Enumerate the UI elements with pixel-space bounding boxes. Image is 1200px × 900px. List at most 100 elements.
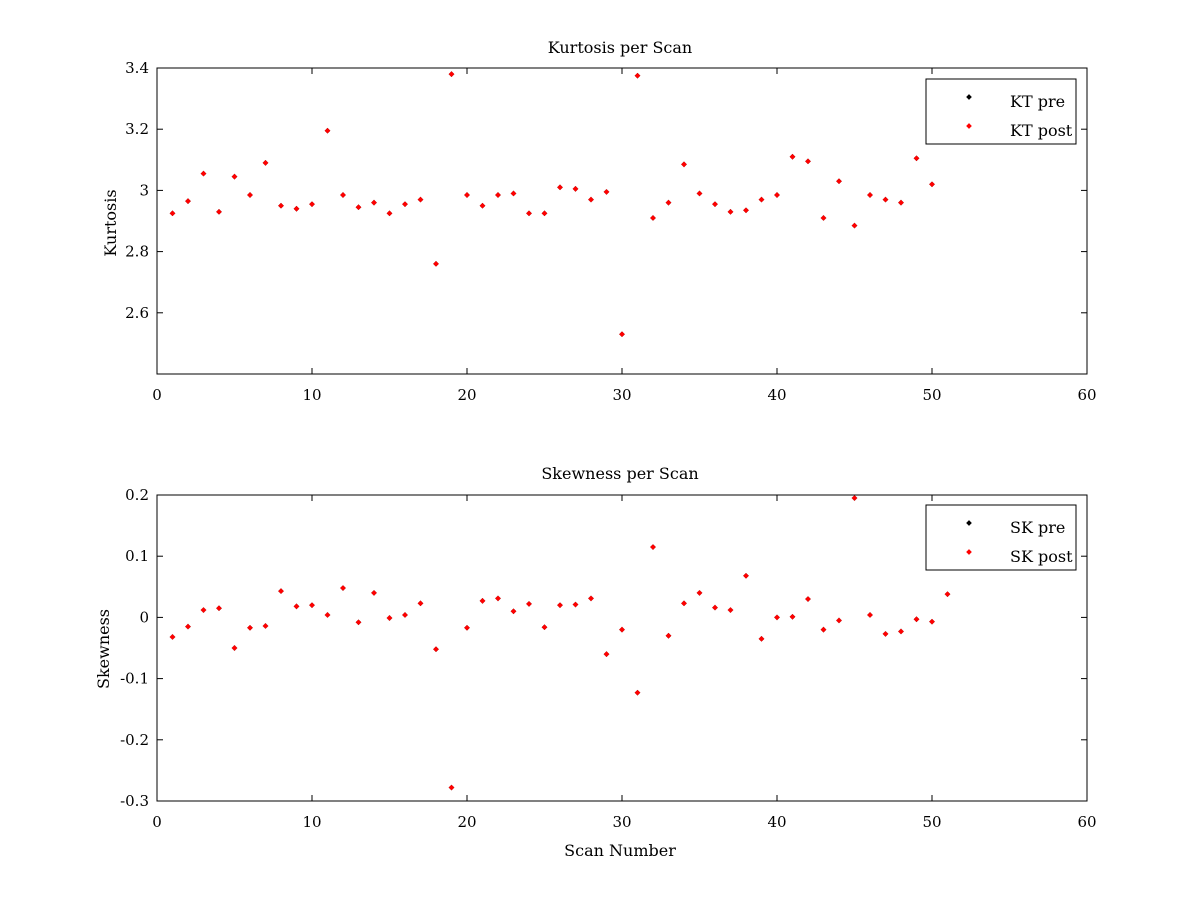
skewness-ticks: 0 10 20 30 40 50 60 -0.3 -0.2 -0.1 0 0.1 0.2 (120, 486, 1096, 831)
skewness-point-post (882, 631, 889, 637)
skewness-point-post (696, 590, 703, 596)
kurtosis-point-post (216, 208, 222, 215)
skewness-legend-label-pre: SK pre (1010, 518, 1065, 537)
kurtosis-legend: KT pre KT post (925, 78, 1077, 145)
skewness-point-post (495, 595, 501, 602)
skewness-point-post (603, 651, 610, 657)
skewness-point-post (572, 601, 579, 608)
skewness-point-post (805, 596, 811, 602)
skewness-point-post (526, 601, 532, 607)
kurtosis-point-post (417, 196, 424, 203)
kurtosis-point-post (340, 192, 346, 198)
skewness-points (169, 495, 951, 791)
skewness-point-post (200, 607, 207, 613)
skewness-point-post (278, 588, 284, 594)
kurtosis-point-post (479, 202, 486, 209)
skewness-point-post (619, 626, 625, 633)
skewness-point-post (665, 632, 672, 639)
kurtosis-point-post (758, 196, 765, 203)
skewness-point-post (541, 624, 548, 631)
skewness-point-post (371, 590, 377, 596)
skewness-point-post (386, 615, 393, 621)
kurtosis-point-post (185, 198, 191, 204)
skewness-legend-label-post: SK post (1010, 547, 1073, 566)
kurtosis-point-post (836, 178, 842, 185)
kurtosis-point-post (371, 199, 377, 206)
skewness-x-tick-label: 30 (612, 813, 631, 831)
kurtosis-point-post (681, 161, 687, 168)
kurtosis-point-post (247, 192, 253, 198)
kurtosis-plot-title: Kurtosis per Scan (548, 38, 692, 57)
skewness-point-post (727, 607, 734, 613)
kurtosis-point-post (696, 190, 703, 197)
skewness-point-post (944, 591, 951, 597)
skewness-point-post (743, 572, 749, 579)
kurtosis-point-post (820, 215, 827, 221)
skewness-y-tick-label: -0.3 (120, 792, 149, 810)
kurtosis-x-tick-label: 50 (922, 386, 941, 404)
skewness-plot-title: Skewness per Scan (541, 464, 698, 483)
skewness-point-post (479, 598, 486, 604)
kurtosis-point-post (495, 192, 501, 198)
kurtosis-point-post (789, 153, 796, 160)
kurtosis-point-post (712, 201, 718, 207)
kurtosis-point-post (464, 192, 470, 198)
skewness-point-post (929, 618, 935, 625)
kurtosis-points (169, 71, 935, 338)
skewness-point-post (433, 646, 439, 653)
kurtosis-x-tick-label: 40 (767, 386, 786, 404)
skewness-point-post (898, 628, 904, 635)
skewness-point-post (867, 612, 873, 618)
skewness-point-post (820, 626, 827, 633)
kurtosis-point-post (805, 158, 811, 165)
kurtosis-point-post (231, 173, 238, 180)
skewness-panel: Skewness per Scan Skewness Scan Number 0… (94, 464, 1097, 860)
skewness-point-post (557, 602, 563, 608)
kurtosis-x-tick-label: 10 (302, 386, 321, 404)
skewness-x-tick-label: 0 (152, 813, 162, 831)
skewness-point-post (417, 600, 424, 607)
kurtosis-ticks: 0 10 20 30 40 50 60 2.6 2.8 3 3.2 3.4 (125, 59, 1096, 404)
kurtosis-y-tick-label: 3.4 (125, 59, 149, 77)
kurtosis-x-tick-label: 60 (1077, 386, 1096, 404)
kurtosis-point-post (572, 186, 579, 192)
kurtosis-point-post (650, 215, 656, 221)
skewness-point-post (324, 612, 331, 618)
skewness-y-tick-label: 0.2 (125, 486, 149, 504)
skewness-point-post (681, 600, 687, 607)
skewness-point-post (913, 616, 920, 623)
kurtosis-point-post (898, 199, 904, 206)
kurtosis-point-post (665, 199, 672, 206)
skewness-point-post (510, 608, 517, 615)
skewness-point-post (758, 635, 765, 642)
kurtosis-legend-label-post: KT post (1010, 121, 1073, 140)
skewness-legend: SK pre SK post (925, 504, 1077, 571)
kurtosis-point-post (727, 208, 734, 215)
kurtosis-point-post (169, 210, 176, 217)
skewness-point-post (712, 604, 718, 611)
kurtosis-legend-marker-pre (966, 94, 972, 100)
kurtosis-point-post (588, 196, 594, 203)
skewness-point-post (448, 784, 455, 791)
skewness-point-post (309, 602, 315, 608)
kurtosis-point-post (355, 204, 362, 211)
skewness-point-post (293, 603, 300, 610)
kurtosis-legend-marker-post (966, 123, 972, 129)
kurtosis-point-post (851, 222, 858, 229)
kurtosis-point-post (634, 72, 641, 79)
kurtosis-legend-box (925, 78, 1077, 145)
skewness-point-post (464, 624, 470, 631)
kurtosis-point-post (603, 189, 610, 195)
kurtosis-point-post (913, 155, 920, 162)
kurtosis-point-post (433, 261, 439, 267)
kurtosis-point-post (309, 201, 315, 207)
skewness-y-tick-label: -0.2 (120, 731, 149, 749)
kurtosis-point-post (526, 210, 532, 217)
kurtosis-point-post (448, 71, 455, 77)
skewness-x-tick-label: 50 (922, 813, 941, 831)
kurtosis-y-tick-label: 3.2 (125, 120, 149, 138)
kurtosis-legend-label-pre: KT pre (1010, 92, 1065, 111)
skewness-point-post (262, 623, 269, 629)
kurtosis-point-post (510, 190, 517, 197)
